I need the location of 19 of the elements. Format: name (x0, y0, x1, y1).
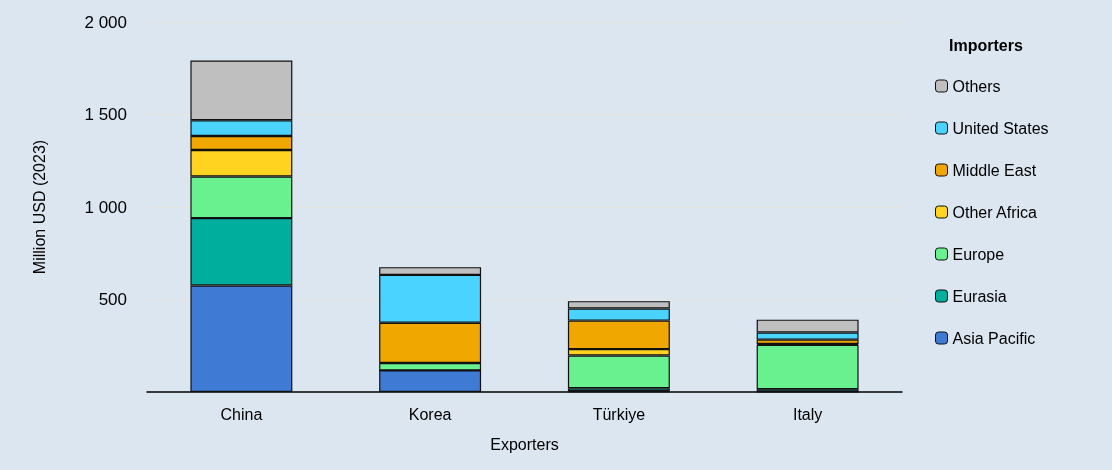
legend-label: Europe (952, 245, 1005, 263)
legend-label: United States (952, 119, 1049, 137)
bar (756, 344, 859, 390)
y-tick-label: 1 500 (84, 105, 127, 124)
x-tick-label: Italy (792, 405, 823, 423)
legend-title: Importers (949, 36, 1023, 54)
legend-label: Others (952, 77, 1001, 95)
legend-label: Asia Pacific (952, 329, 1036, 347)
y-axis-title: Million USD (2023) (30, 139, 48, 275)
legend-label: Eurasia (952, 287, 1007, 305)
y-tick-label: 1 000 (84, 197, 127, 217)
x-tick-label: Türkiye (592, 405, 646, 423)
legend-label: Middle East (952, 161, 1037, 179)
y-tick-label: 2 000 (84, 12, 127, 32)
legend-label: Other Africa (952, 203, 1038, 221)
x-tick-label: China (220, 405, 263, 423)
x-axis-title: Exporters (490, 435, 559, 453)
x-tick-label: Korea (408, 405, 452, 423)
y-tick-label: 500 (98, 290, 127, 309)
